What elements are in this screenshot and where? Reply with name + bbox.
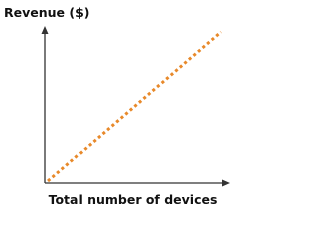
x-axis-label: Total number of devices: [49, 192, 218, 207]
y-axis-label: Revenue ($): [4, 5, 89, 20]
page: Revenue ($) Total number of devices (() …: [4, 5, 230, 207]
y-axis-arrow: [41, 26, 49, 34]
chart: Revenue ($) Total number of devices: [4, 5, 230, 207]
trend-line: [47, 30, 222, 183]
x-axis-arrow: [222, 179, 230, 187]
